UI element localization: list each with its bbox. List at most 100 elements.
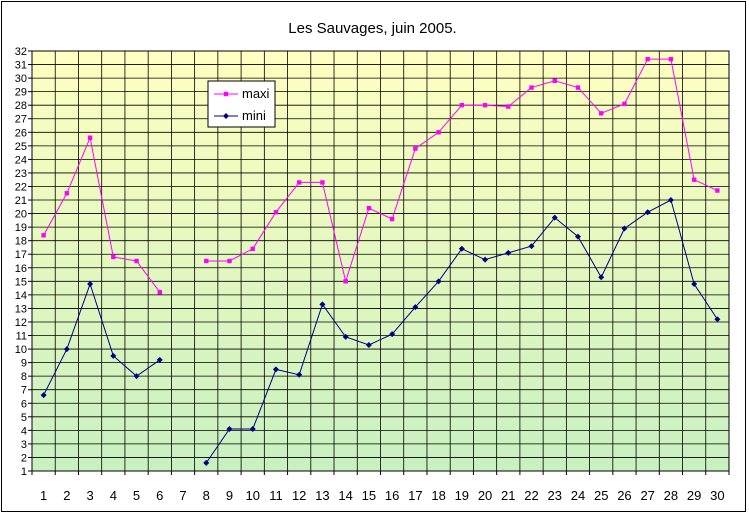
- data-point: [110, 352, 117, 359]
- data-point: [157, 289, 162, 295]
- data-point: [319, 301, 326, 308]
- x-tick-label: 19: [455, 488, 469, 503]
- data-point: [273, 210, 279, 215]
- x-tick-label: 12: [292, 488, 306, 503]
- data-point: [249, 426, 256, 432]
- x-tick-label: 17: [408, 488, 422, 503]
- x-tick-label: 23: [548, 488, 562, 503]
- data-point: [226, 426, 233, 432]
- data-point: [667, 197, 674, 204]
- data-point: [250, 246, 255, 252]
- x-tick-label: 22: [524, 488, 538, 503]
- data-point: [223, 91, 229, 97]
- y-tick-label: 13: [15, 303, 27, 315]
- y-tick-label: 7: [21, 385, 27, 397]
- data-point: [272, 366, 279, 373]
- x-tick-label: 7: [179, 488, 186, 503]
- y-tick-label: 27: [15, 114, 27, 126]
- x-tick-label: 13: [315, 488, 329, 503]
- data-point: [622, 101, 627, 107]
- series-layer: [40, 56, 721, 466]
- y-tick-label: 28: [15, 100, 27, 112]
- data-point: [506, 104, 511, 109]
- y-tick-label: 12: [15, 317, 27, 329]
- y-tick-label: 9: [21, 358, 27, 370]
- data-point: [87, 281, 94, 288]
- x-tick-label: 3: [86, 488, 93, 503]
- x-tick-label: 1: [40, 488, 47, 503]
- y-tick-label: 6: [21, 398, 27, 410]
- x-tick-label: 16: [385, 488, 399, 503]
- data-point: [203, 459, 210, 466]
- y-tick-label: 22: [15, 181, 27, 193]
- data-point: [134, 258, 139, 264]
- legend: maxi mini: [207, 80, 276, 128]
- data-point: [551, 214, 558, 221]
- x-tick-label: 14: [338, 488, 352, 503]
- data-point: [528, 243, 535, 250]
- data-point: [227, 258, 232, 264]
- y-tick-label: 21: [15, 195, 27, 207]
- x-tick-label: 28: [664, 488, 678, 503]
- y-tick-label: 31: [15, 60, 27, 72]
- data-point: [41, 233, 46, 238]
- data-point: [204, 258, 209, 264]
- y-tick-label: 17: [15, 249, 27, 261]
- y-tick-label: 3: [21, 439, 27, 451]
- series-line-maxi: [43, 135, 161, 293]
- x-tick-label: 8: [203, 488, 210, 503]
- data-point: [389, 331, 396, 338]
- x-tick-label: 10: [245, 488, 259, 503]
- series-line-mini: [43, 282, 161, 396]
- data-point: [575, 85, 581, 90]
- y-tick-label: 11: [16, 331, 27, 343]
- data-point: [668, 56, 674, 62]
- y-tick-label: 30: [15, 73, 27, 85]
- series-mini: [40, 197, 721, 466]
- data-point: [458, 245, 465, 252]
- data-point: [714, 316, 721, 323]
- data-point: [365, 342, 372, 348]
- x-tick-label: 29: [687, 488, 701, 503]
- plot-border: [31, 50, 730, 472]
- x-tick-label: 18: [431, 488, 445, 503]
- x-tick-label: 30: [710, 488, 724, 503]
- x-tick-label: 26: [617, 488, 631, 503]
- x-tick-label: 25: [594, 488, 608, 503]
- data-point: [715, 188, 720, 193]
- data-point: [505, 249, 512, 256]
- axes: 1234567891011121314151617181920212223242…: [15, 46, 730, 503]
- y-tick-label: 32: [15, 46, 27, 58]
- data-point: [413, 146, 418, 151]
- y-tick-label: 1: [21, 466, 27, 478]
- legend-box: [207, 80, 276, 128]
- data-point: [342, 333, 349, 340]
- data-point: [320, 180, 325, 185]
- data-point: [223, 113, 229, 119]
- y-tick-label: 2: [21, 452, 27, 464]
- data-point: [529, 85, 534, 90]
- x-tick-label: 20: [478, 488, 492, 503]
- data-point: [621, 225, 628, 232]
- x-tick-label: 5: [133, 488, 140, 503]
- data-point: [64, 191, 70, 196]
- x-tick-label: 27: [640, 488, 654, 503]
- y-tick-label: 18: [15, 236, 27, 248]
- y-tick-label: 10: [15, 344, 27, 356]
- x-tick-label: 4: [110, 488, 117, 503]
- y-tick-label: 16: [15, 263, 27, 275]
- legend-label-maxi: maxi: [242, 86, 270, 101]
- data-point: [366, 205, 372, 211]
- data-point: [552, 78, 557, 84]
- x-tick-label: 9: [226, 488, 233, 503]
- data-point: [645, 56, 650, 62]
- chart-title: Les Sauvages, juin 2005.: [288, 20, 457, 37]
- data-point: [111, 254, 116, 260]
- x-tick-label: 11: [269, 488, 283, 503]
- grid-lines: [31, 50, 730, 472]
- series-maxi: [41, 56, 720, 295]
- data-point: [389, 216, 395, 222]
- y-tick-label: 14: [15, 290, 27, 302]
- y-tick-label: 25: [15, 141, 27, 153]
